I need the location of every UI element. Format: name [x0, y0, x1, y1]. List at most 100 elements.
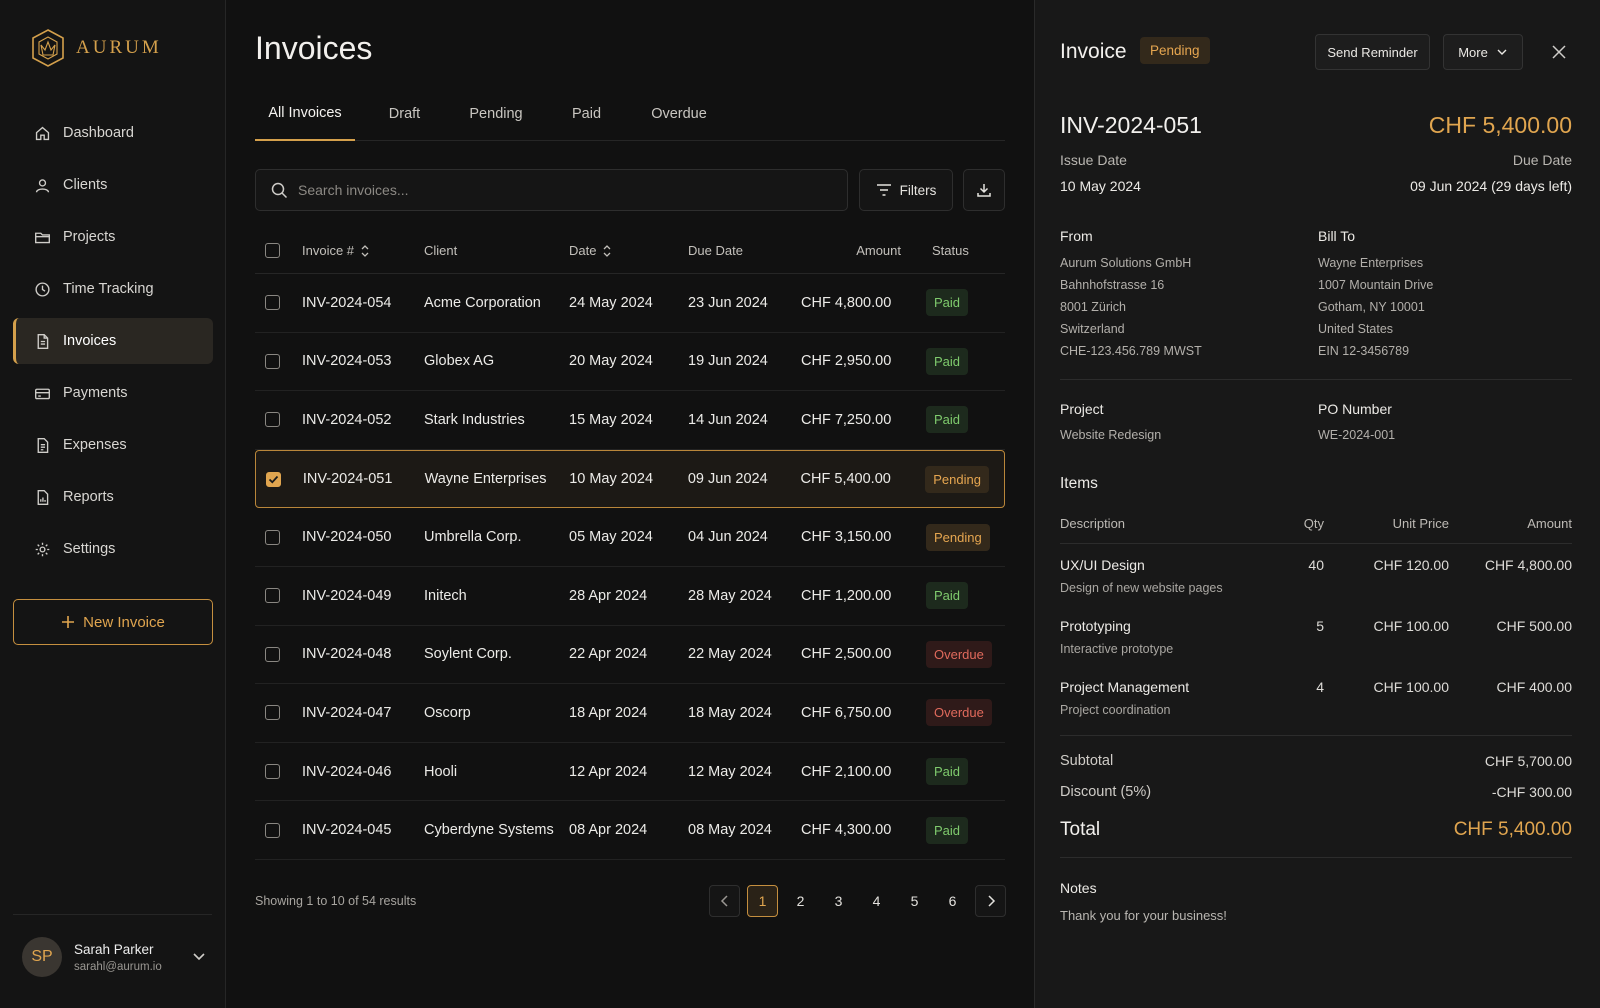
- sidebar-item-label: Dashboard: [63, 125, 134, 141]
- row-checkbox[interactable]: [265, 646, 280, 662]
- row-checkbox[interactable]: [265, 588, 280, 604]
- table-header: Invoice # Client Date Due Date Amount St…: [255, 228, 1005, 274]
- download-button[interactable]: [963, 169, 1005, 211]
- sidebar-item-reports[interactable]: Reports: [13, 474, 213, 520]
- table-row[interactable]: INV-2024-053 Globex AG 20 May 2024 19 Jun 2…: [255, 333, 1005, 392]
- filters-button[interactable]: Filters: [859, 169, 953, 211]
- row-checkbox[interactable]: [265, 822, 280, 838]
- page-button-5[interactable]: 5: [910, 893, 919, 909]
- plus-icon: [62, 616, 75, 628]
- page-button-2[interactable]: 2: [796, 893, 805, 909]
- table-row[interactable]: INV-2024-045 Cyberdyne Systems 08 Apr 2024…: [255, 801, 1005, 860]
- cell-invoice: INV-2024-052: [302, 411, 392, 428]
- invoice-detail-panel: Invoice Pending Send Reminder More INV-2…: [1034, 0, 1600, 1008]
- invoice-tabs: All Invoices Draft Pending Paid Overdue: [255, 86, 1005, 141]
- item-amount: CHF 400.00: [1496, 679, 1572, 695]
- cell-due-date: 04 Jun 2024: [688, 529, 768, 546]
- logo[interactable]: AURUM: [30, 28, 162, 68]
- subtotal-label: Subtotal: [1060, 753, 1114, 769]
- tab-overdue[interactable]: Overdue: [651, 105, 707, 122]
- sidebar-item-projects[interactable]: Projects: [13, 214, 213, 260]
- chevron-down-icon: [1497, 49, 1507, 55]
- close-icon: [1552, 45, 1566, 59]
- chevron-down-icon[interactable]: [192, 949, 206, 963]
- invoices-main: Invoices All Invoices Draft Pending Paid…: [227, 0, 1034, 1008]
- page-button-3[interactable]: 3: [834, 893, 843, 909]
- cell-date: 10 May 2024: [569, 471, 654, 488]
- sidebar-item-settings[interactable]: Settings: [13, 526, 213, 572]
- divider: [1060, 857, 1572, 858]
- row-checkbox[interactable]: [265, 353, 280, 369]
- table-row[interactable]: INV-2024-049 Initech 28 Apr 2024 28 May 202…: [255, 567, 1005, 626]
- cell-client: Initech: [424, 587, 467, 604]
- filter-icon: [876, 184, 891, 196]
- table-row[interactable]: INV-2024-046 Hooli 12 Apr 2024 12 May 2024 C…: [255, 743, 1005, 802]
- row-checkbox[interactable]: [265, 529, 280, 545]
- search-input[interactable]: [298, 182, 798, 198]
- download-icon: [977, 184, 991, 197]
- sidebar-item-expenses[interactable]: Expenses: [13, 422, 213, 468]
- row-checkbox[interactable]: [265, 295, 280, 311]
- select-all-checkbox[interactable]: [265, 243, 280, 258]
- more-button[interactable]: More: [1443, 34, 1523, 70]
- prev-page-button[interactable]: [709, 885, 740, 917]
- status-badge: Paid: [926, 582, 969, 610]
- sidebar-item-clients[interactable]: Clients: [13, 162, 213, 208]
- table-row[interactable]: INV-2024-052 Stark Industries 15 May 2024 1…: [255, 391, 1005, 450]
- user-email: sarahl@aurum.io: [74, 960, 162, 973]
- sidebar-item-invoices[interactable]: Invoices: [13, 318, 213, 364]
- due-date-label: Due Date: [1512, 152, 1572, 168]
- sidebar-item-time-tracking[interactable]: Time Tracking: [13, 266, 213, 312]
- table-row[interactable]: INV-2024-051 Wayne Enterprises 10 May 2024…: [255, 449, 1005, 509]
- page-button-6[interactable]: 6: [948, 893, 957, 909]
- table-row[interactable]: INV-2024-048 Soylent Corp. 22 Apr 2024 22 M…: [255, 626, 1005, 685]
- items-column-description: Description: [1060, 516, 1126, 531]
- file-icon: [37, 333, 49, 349]
- new-invoice-button[interactable]: New Invoice: [13, 599, 213, 645]
- row-checkbox[interactable]: [266, 471, 281, 487]
- table-row[interactable]: INV-2024-047 Oscorp 18 Apr 2024 18 May 2024…: [255, 684, 1005, 743]
- bill-to-line: 1007 Mountain Drive: [1318, 278, 1434, 292]
- page-title: Invoices: [255, 30, 373, 66]
- item-description: Project Management: [1060, 679, 1190, 695]
- bill-to-line: United States: [1318, 322, 1394, 336]
- invoice-table: Invoice # Client Date Due Date Amount St…: [255, 228, 1005, 860]
- table-row[interactable]: INV-2024-050 Umbrella Corp. 05 May 2024 04 …: [255, 508, 1005, 567]
- sidebar-item-label: Clients: [63, 177, 108, 193]
- table-row[interactable]: INV-2024-054 Acme Corporation 24 May 2024 2…: [255, 274, 1005, 333]
- subtotal-value: CHF 5,700.00: [1484, 753, 1572, 769]
- cell-date: 05 May 2024: [569, 529, 653, 546]
- send-reminder-button[interactable]: Send Reminder: [1315, 34, 1430, 70]
- cell-amount: CHF 2,500.00: [801, 646, 892, 663]
- column-invoice-sort[interactable]: Invoice #: [302, 243, 370, 258]
- user-menu[interactable]: SP Sarah Parker sarahl@aurum.io: [22, 937, 205, 977]
- status-badge: Paid: [926, 816, 969, 844]
- from-line: Bahnhofstrasse 16: [1060, 278, 1165, 292]
- column-date-sort[interactable]: Date: [569, 243, 612, 258]
- next-page-button[interactable]: [975, 885, 1006, 917]
- tab-all-invoices[interactable]: All Invoices: [255, 86, 355, 141]
- cell-client: Oscorp: [424, 704, 471, 721]
- sidebar-item-label: Time Tracking: [63, 281, 154, 297]
- check-icon: [268, 475, 279, 484]
- tab-paid[interactable]: Paid: [571, 105, 602, 122]
- project-label: Project: [1060, 401, 1104, 417]
- sidebar-item-dashboard[interactable]: Dashboard: [13, 110, 213, 156]
- cell-amount: CHF 4,300.00: [801, 822, 892, 839]
- cell-date: 22 Apr 2024: [569, 646, 648, 663]
- sidebar-item-payments[interactable]: Payments: [13, 370, 213, 416]
- page-button-4[interactable]: 4: [872, 893, 881, 909]
- page-button-1[interactable]: 1: [747, 885, 778, 917]
- item-unit-price: CHF 120.00: [1373, 557, 1449, 573]
- row-checkbox[interactable]: [265, 412, 280, 428]
- from-label: From: [1060, 228, 1093, 244]
- close-button[interactable]: [1549, 42, 1569, 62]
- sidebar-nav: Dashboard Clients Projects Time Tracking…: [13, 110, 213, 578]
- status-badge: Pending: [926, 523, 990, 551]
- row-checkbox[interactable]: [265, 705, 280, 721]
- row-checkbox[interactable]: [265, 764, 280, 780]
- tab-draft[interactable]: Draft: [388, 105, 421, 122]
- item-qty: 5: [1316, 618, 1324, 634]
- tab-pending[interactable]: Pending: [469, 105, 523, 122]
- cell-client: Stark Industries: [424, 411, 525, 428]
